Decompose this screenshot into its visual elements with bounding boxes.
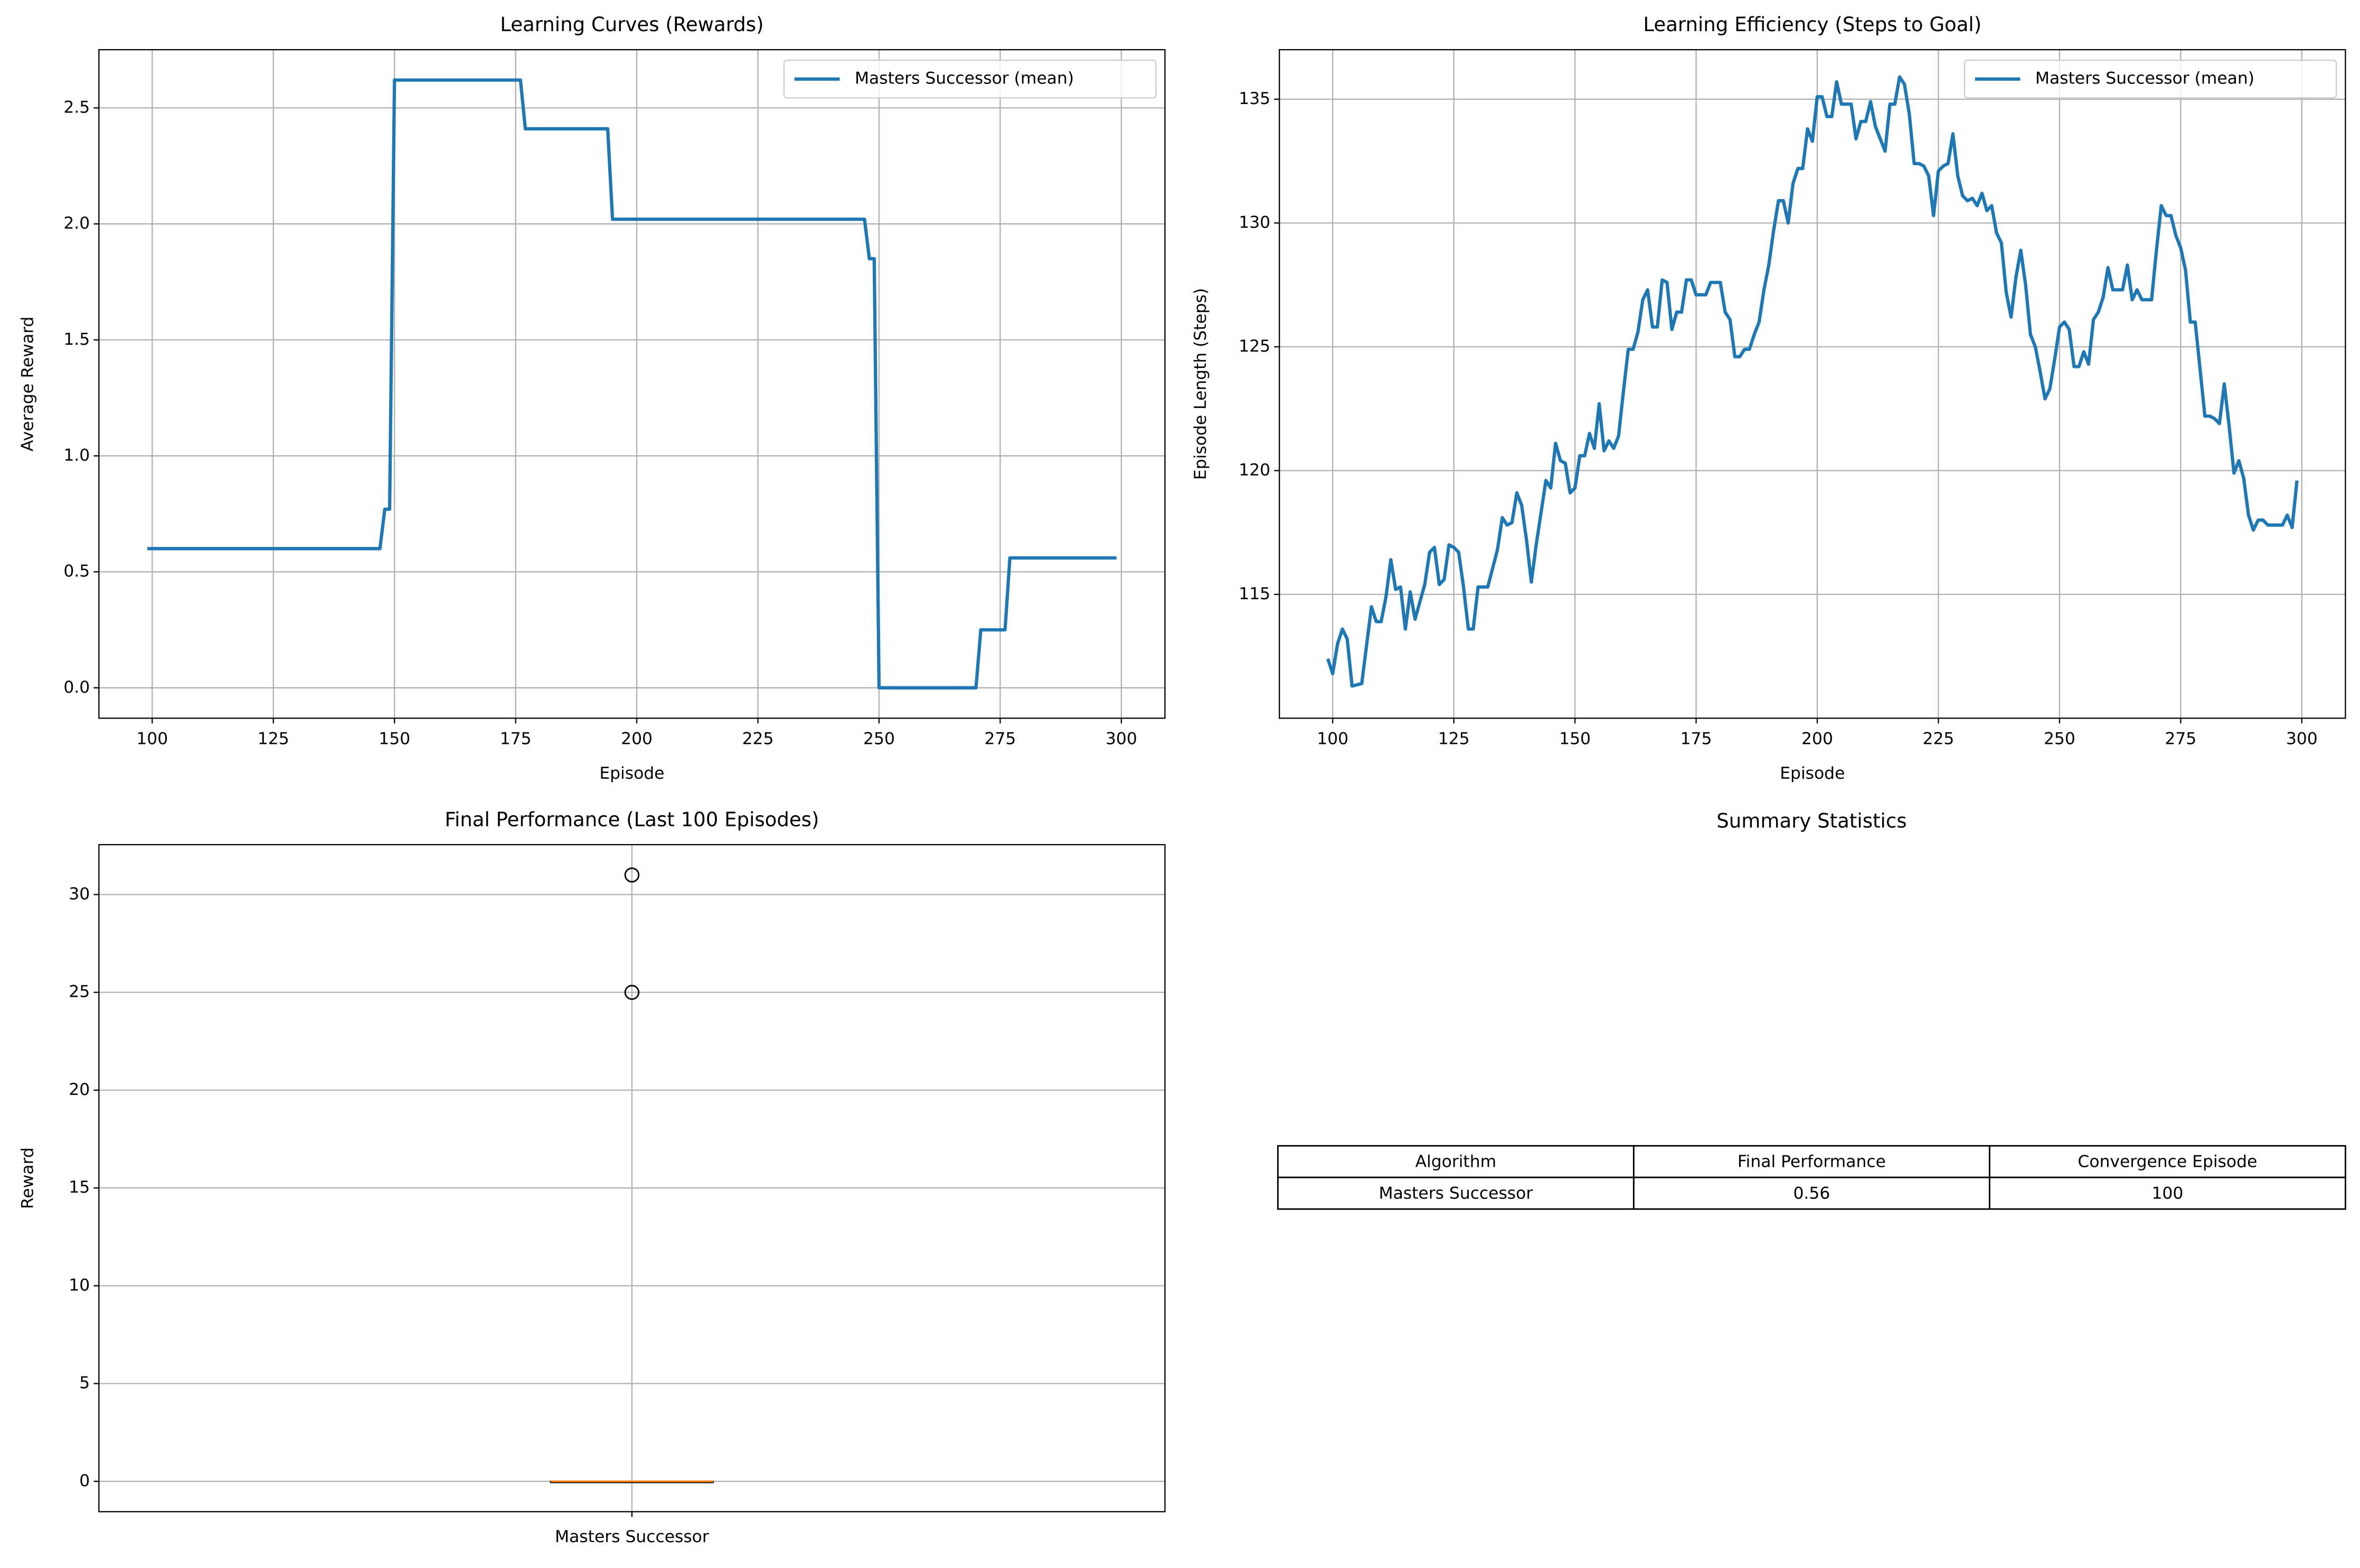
line <box>147 78 1117 689</box>
table-cell-text: 100 <box>2151 1184 2183 1203</box>
table-title: Summary Statistics <box>1716 810 1906 833</box>
x-tick-label: 200 <box>621 729 653 748</box>
y-tick-label: 1.5 <box>63 330 90 349</box>
y-axis-label: Average Reward <box>18 316 37 451</box>
y-tick-label: 25 <box>69 983 90 1002</box>
y-tick-label: 2.5 <box>63 98 90 117</box>
line <box>1326 75 2299 688</box>
y-axis-label: Episode Length (Steps) <box>1191 288 1210 480</box>
y-tick-label: 0.5 <box>63 562 90 581</box>
x-tick-label: 175 <box>500 729 532 748</box>
y-tick-label: 0.0 <box>63 678 90 697</box>
legend-label: Masters Successor (mean) <box>855 69 1074 88</box>
x-tick-label: 225 <box>742 729 774 748</box>
x-tick-label: Masters Successor <box>555 1527 709 1546</box>
chart-title: Learning Curves (Rewards) <box>500 13 763 36</box>
y-tick-label: 1.0 <box>63 446 90 465</box>
x-tick-label: 225 <box>1923 729 1955 748</box>
flier <box>624 985 640 1000</box>
axes-frame <box>98 49 1166 719</box>
table-cell <box>1277 1176 1635 1210</box>
legend-label: Masters Successor (mean) <box>2035 69 2254 88</box>
table-header: Convergence Episode <box>2078 1153 2257 1172</box>
y-tick-label: 120 <box>1239 460 1270 479</box>
x-tick-label: 275 <box>2165 729 2196 748</box>
y-tick-label: 2.0 <box>63 214 90 233</box>
x-tick-label: 275 <box>984 729 1016 748</box>
x-tick-label: 175 <box>1681 729 1712 748</box>
y-tick-label: 10 <box>69 1276 90 1295</box>
y-tick-label: 125 <box>1239 337 1270 356</box>
x-tick-label: 300 <box>2286 729 2318 748</box>
x-tick-label: 150 <box>379 729 410 748</box>
y-tick-label: 130 <box>1239 213 1270 232</box>
axes-frame <box>98 844 1166 1513</box>
table-cell <box>1988 1145 2346 1178</box>
legend-box <box>1963 59 2337 99</box>
x-tick-label: 250 <box>2044 729 2075 748</box>
axes-frame <box>1279 49 2346 719</box>
y-tick-label: 5 <box>79 1374 90 1393</box>
table-header: Algorithm <box>1415 1153 1497 1172</box>
chart-title: Final Performance (Last 100 Episodes) <box>445 808 819 831</box>
table-cell-text: Masters Successor <box>1379 1184 1533 1203</box>
y-axis-label: Reward <box>18 1147 37 1209</box>
table-cell <box>1988 1176 2346 1210</box>
x-tick-label: 100 <box>1317 729 1348 748</box>
x-axis-label: Episode <box>599 764 664 783</box>
x-tick-label: 250 <box>863 729 895 748</box>
table-cell-text: 0.56 <box>1793 1184 1830 1203</box>
legend-box <box>783 59 1157 99</box>
x-tick-label: 125 <box>258 729 289 748</box>
y-tick-label: 0 <box>79 1471 90 1490</box>
y-tick-label: 135 <box>1239 89 1270 108</box>
flier <box>624 867 640 883</box>
x-tick-label: 300 <box>1106 729 1137 748</box>
x-axis-label: Episode <box>1780 764 1845 783</box>
table-header: Final Performance <box>1738 1153 1886 1172</box>
x-tick-label: 100 <box>136 729 168 748</box>
y-tick-label: 30 <box>69 884 90 903</box>
x-tick-label: 125 <box>1438 729 1470 748</box>
x-tick-label: 150 <box>1559 729 1591 748</box>
y-tick-label: 20 <box>69 1080 90 1099</box>
chart-title: Learning Efficiency (Steps to Goal) <box>1643 13 1981 36</box>
y-tick-label: 115 <box>1239 584 1270 603</box>
y-tick-label: 15 <box>69 1178 90 1197</box>
x-tick-label: 200 <box>1801 729 1833 748</box>
